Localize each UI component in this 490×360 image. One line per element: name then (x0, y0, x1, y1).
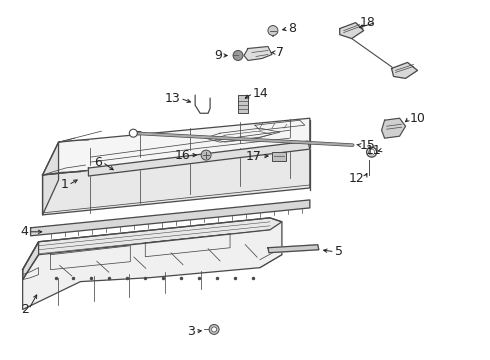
Polygon shape (89, 141, 310, 176)
Polygon shape (43, 118, 310, 175)
Bar (272, 152, 286, 161)
Circle shape (209, 324, 219, 334)
Text: 10: 10 (410, 112, 425, 125)
Circle shape (212, 327, 217, 332)
Polygon shape (268, 245, 319, 253)
Text: 15: 15 (360, 139, 375, 152)
Text: 1: 1 (61, 179, 69, 192)
Text: 6: 6 (95, 156, 102, 168)
Polygon shape (23, 218, 282, 310)
Text: 18: 18 (360, 16, 376, 29)
Polygon shape (382, 118, 406, 138)
Polygon shape (244, 46, 272, 60)
Polygon shape (30, 200, 310, 236)
Text: 4: 4 (21, 225, 28, 238)
Polygon shape (392, 62, 417, 78)
Text: 9: 9 (214, 49, 222, 62)
Polygon shape (23, 218, 282, 280)
Circle shape (129, 129, 137, 137)
Polygon shape (340, 23, 364, 39)
Text: 2: 2 (21, 303, 28, 316)
Bar (238, 95, 248, 113)
Text: 17: 17 (246, 150, 262, 163)
Text: 12: 12 (349, 171, 365, 185)
Circle shape (201, 150, 211, 160)
Text: 11: 11 (366, 144, 382, 157)
Text: 7: 7 (276, 46, 284, 59)
Text: 3: 3 (187, 325, 195, 338)
Circle shape (268, 26, 278, 36)
Circle shape (233, 50, 243, 60)
Text: 8: 8 (288, 22, 296, 35)
Text: 5: 5 (335, 245, 343, 258)
Polygon shape (43, 142, 58, 215)
Text: 16: 16 (174, 149, 190, 162)
Polygon shape (23, 242, 39, 280)
Text: 14: 14 (253, 87, 269, 100)
Polygon shape (43, 148, 310, 215)
Text: 13: 13 (165, 92, 180, 105)
